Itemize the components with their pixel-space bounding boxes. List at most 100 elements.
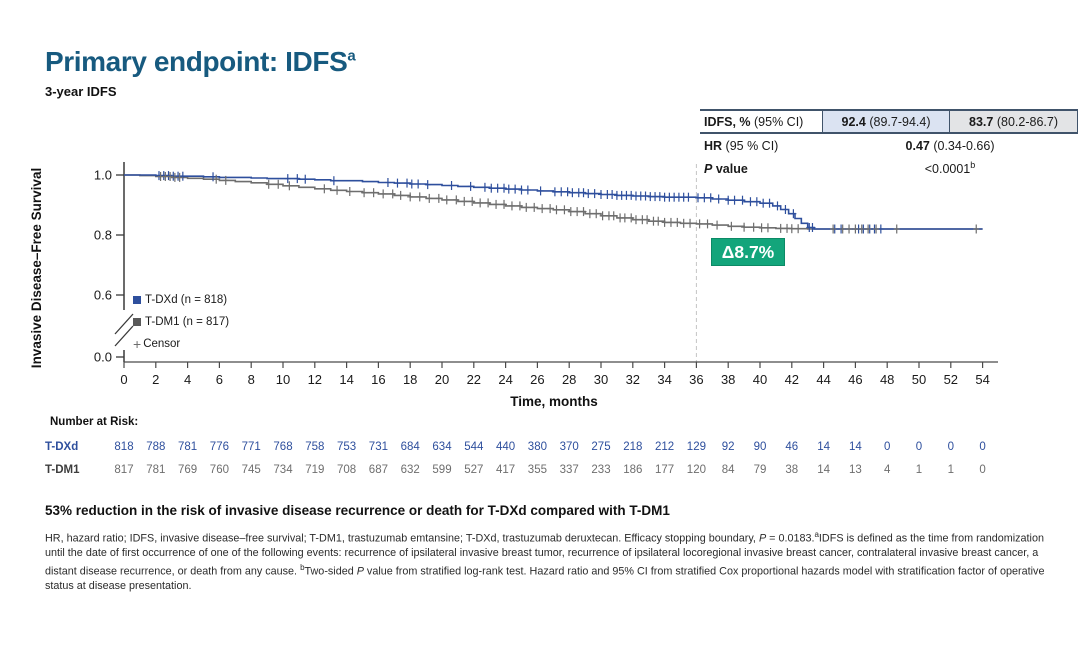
svg-text:50: 50: [912, 372, 926, 387]
page-title-footnote-marker: a: [347, 47, 356, 65]
footnote-segment: Two-sided: [304, 565, 357, 578]
risk-cell: 4: [883, 464, 891, 476]
idfs-row-label: IDFS, % (95% CI): [700, 115, 822, 129]
risk-cell: 14: [817, 464, 830, 476]
svg-text:0.0: 0.0: [94, 350, 112, 365]
svg-text:52: 52: [944, 372, 958, 387]
risk-cell: 38: [785, 464, 799, 476]
risk-cell: 355: [527, 464, 547, 476]
svg-text:36: 36: [689, 372, 703, 387]
key-finding-statement: 53% reduction in the risk of invasive di…: [45, 503, 670, 518]
risk-cell: 719: [305, 464, 325, 476]
risk-cell: 337: [559, 464, 579, 476]
risk-row-label: T-DXd: [45, 441, 79, 453]
legend-tdm1-label: T-DM1 (n = 817): [145, 316, 230, 328]
tdm1-swatch-icon: [133, 318, 141, 326]
idfs-tdxd-ci: (89.7-94.4): [865, 114, 931, 129]
risk-cell: 632: [400, 464, 420, 476]
legend-item-censor: + Censor: [133, 333, 229, 355]
tdxd-swatch-icon: [133, 296, 141, 304]
pvalue-footnote-marker: b: [970, 160, 976, 171]
risk-cell: 120: [686, 464, 706, 476]
svg-text:44: 44: [816, 372, 830, 387]
svg-text:0.6: 0.6: [94, 288, 112, 303]
footnote-segment: P: [356, 565, 364, 578]
results-row-hr: HR (95 % CI) 0.47 (0.34-0.66): [700, 134, 1078, 157]
risk-cell: 129: [686, 441, 706, 453]
delta-badge: Δ8.7%: [711, 238, 785, 266]
hr-value-cell: 0.47 (0.34-0.66): [822, 139, 1078, 153]
risk-cell: 13: [848, 464, 862, 476]
svg-text:2: 2: [152, 372, 159, 387]
risk-cell: 769: [178, 464, 198, 476]
footnote-segment: = 0.0183.: [766, 532, 815, 545]
risk-cell: 0: [883, 441, 891, 453]
svg-text:26: 26: [530, 372, 544, 387]
risk-row-t-dm1: T-DM1 817 781 769 760 745 734 719 708 687 632 599 52…: [0, 464, 1080, 480]
svg-text:0: 0: [120, 372, 127, 387]
svg-text:46: 46: [848, 372, 862, 387]
risk-cell: 14: [848, 441, 862, 453]
risk-cell: 0: [947, 441, 954, 453]
svg-text:38: 38: [721, 372, 735, 387]
svg-text:14: 14: [339, 372, 353, 387]
svg-text:32: 32: [626, 372, 640, 387]
risk-cell: 634: [432, 441, 452, 453]
risk-cell: 1: [915, 464, 923, 476]
risk-cell: 818: [114, 441, 134, 453]
risk-cell: 734: [273, 464, 293, 476]
footnote-segment: IDFS is defined as the time from randomi…: [45, 532, 1044, 578]
page-title-text: Primary endpoint: IDFS: [45, 46, 348, 77]
risk-cell: 275: [591, 441, 611, 453]
footnote-segment: P: [758, 532, 767, 545]
risk-cell: 212: [655, 441, 675, 453]
results-table: IDFS, % (95% CI) 92.4 (89.7-94.4) 83.7 (…: [700, 109, 1078, 180]
svg-text:8: 8: [248, 372, 255, 387]
hr-label-bold: HR: [704, 138, 723, 153]
svg-text:54: 54: [975, 372, 989, 387]
svg-text:42: 42: [785, 372, 799, 387]
svg-text:24: 24: [498, 372, 512, 387]
risk-cell: 544: [464, 441, 484, 453]
hr-row-label: HR (95 % CI): [700, 139, 822, 153]
hr-ci: (0.34-0.66): [929, 138, 995, 153]
svg-text:30: 30: [594, 372, 608, 387]
risk-cell: 753: [337, 441, 357, 453]
footnote-segment: b: [300, 562, 305, 572]
risk-cell: 440: [496, 441, 516, 453]
pvalue-label-rest: value: [712, 161, 748, 176]
pvalue-row-label: P value: [700, 162, 822, 176]
svg-text:0.8: 0.8: [94, 228, 112, 243]
risk-cell: 527: [464, 464, 484, 476]
footnote-text: HR, hazard ratio; IDFS, invasive disease…: [45, 528, 1045, 593]
risk-cell: 758: [305, 441, 325, 453]
legend-item-tdxd: T-DXd (n = 818): [133, 289, 229, 311]
svg-text:6: 6: [216, 372, 223, 387]
svg-text:12: 12: [308, 372, 322, 387]
km-curve: [124, 174, 983, 230]
censor-plus-icon: +: [133, 336, 142, 352]
km-curve: [124, 174, 983, 230]
pvalue-cell: <0.0001b: [822, 160, 1078, 176]
idfs-label-rest: (95% CI): [750, 114, 804, 129]
svg-text:10: 10: [276, 372, 290, 387]
legend-tdxd-label: T-DXd (n = 818): [145, 294, 228, 306]
risk-cell: 781: [146, 464, 166, 476]
risk-cell: 92: [721, 441, 735, 453]
footnote-segment: value from stratified log-rank test. Haz…: [45, 565, 1045, 592]
svg-text:20: 20: [435, 372, 449, 387]
risk-cell: 771: [241, 441, 261, 453]
svg-text:16: 16: [371, 372, 385, 387]
risk-cell: 417: [496, 464, 516, 476]
risk-cell: 79: [753, 464, 767, 476]
risk-cell: 14: [817, 441, 830, 453]
chart-subtitle: 3-year IDFS: [45, 84, 117, 99]
risk-cell: 186: [623, 464, 643, 476]
risk-cell: 218: [623, 441, 643, 453]
idfs-label-bold: IDFS, %: [704, 114, 751, 129]
chart-legend: T-DXd (n = 818) T-DM1 (n = 817) + Censor: [133, 289, 229, 355]
results-row-pvalue: P value <0.0001b: [700, 157, 1078, 180]
svg-text:40: 40: [753, 372, 767, 387]
legend-item-tdm1: T-DM1 (n = 817): [133, 311, 229, 333]
risk-cell: 776: [209, 441, 229, 453]
